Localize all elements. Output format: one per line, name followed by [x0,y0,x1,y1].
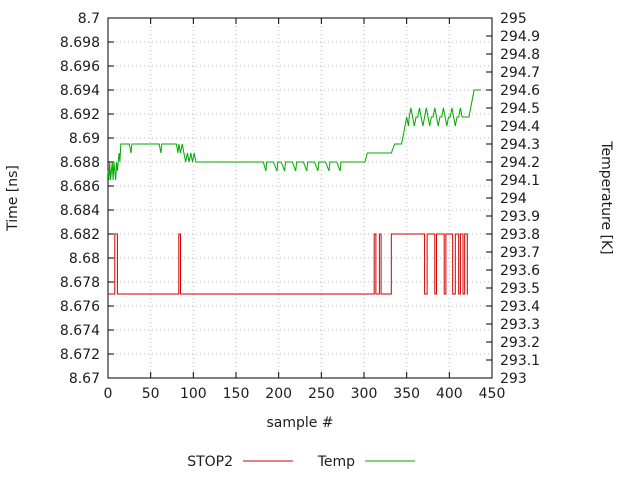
y-left-tick-label: 8.684 [60,203,100,219]
y-left-tick-label: 8.692 [60,107,100,123]
y-right-tick-label: 293.1 [500,353,540,369]
y-left-tick-label: 8.672 [60,347,100,363]
x-tick-label: 350 [393,386,420,402]
y-right-tick-label: 293 [500,371,527,387]
plot-border [107,17,493,379]
x-tick-label: 200 [265,386,292,402]
y-right-tick-label: 293.3 [500,317,540,333]
x-tick-label: 300 [351,386,378,402]
plot-area: 8.67 8.672 8.674 8.676 8.678 8.68 8.682 8.684 8.… [60,11,540,402]
y-left-tick-label: 8.696 [60,59,100,75]
y-right-tick-label: 294.7 [500,65,540,81]
y-right-tick-label: 294.2 [500,155,540,171]
y-left-tick-label: 8.69 [69,131,100,147]
y-left-tick-label: 8.676 [60,299,100,315]
y-left-tick-label: 8.698 [60,35,100,51]
x-tick-label: 400 [436,386,463,402]
y-right-tick-label: 295 [500,11,527,27]
x-tick-label: 100 [180,386,207,402]
x-tick-label: 250 [308,386,335,402]
series-stop2 [108,233,469,295]
y-right-tick-label: 294.1 [500,173,540,189]
legend-label-stop2: STOP2 [187,454,233,470]
y-right-tick-label: 294.9 [500,29,540,45]
x-tick-label: 50 [142,386,160,402]
y-right-tick-label: 294.3 [500,137,540,153]
y-right-axis-title: Temperature [K] [598,140,614,254]
y-left-tick-label: 8.67 [69,371,100,387]
y-left-tick-label: 8.682 [60,227,100,243]
y-right-tick-label: 294.8 [500,47,540,63]
x-tick-label: 450 [479,386,506,402]
x-tick-label: 150 [223,386,250,402]
y-right-tick-label: 293.6 [500,263,540,279]
y-left-tick-label: 8.678 [60,275,100,291]
x-axis-title: sample # [266,415,333,431]
y-left-tick-label: 8.674 [60,323,100,339]
y-left-tick-label: 8.686 [60,179,100,195]
y-left-tick-label: 8.688 [60,155,100,171]
y-left-tick-label: 8.7 [78,11,100,27]
y-right-tick-label: 294 [500,191,527,207]
y-left-tick-label: 8.694 [60,83,100,99]
legend-label-temp: Temp [317,454,355,470]
x-tick-label: 0 [104,386,113,402]
y-right-tick-label: 293.5 [500,281,540,297]
y-left-tick-label: 8.68 [69,251,100,267]
y-right-tick-label: 293.9 [500,209,540,225]
y-right-tick-label: 293.4 [500,299,540,315]
y-right-tick-label: 294.5 [500,101,540,117]
series-temp [107,89,481,181]
legend: STOP2 Temp [187,454,415,470]
y-right-tick-label: 294.6 [500,83,540,99]
y-right-tick-label: 293.8 [500,227,540,243]
y-right-tick-label: 294.4 [500,119,540,135]
y-left-axis-title: Time [ns] [5,165,21,232]
y-right-tick-label: 293.2 [500,335,540,351]
y-right-tick-label: 293.7 [500,245,540,261]
